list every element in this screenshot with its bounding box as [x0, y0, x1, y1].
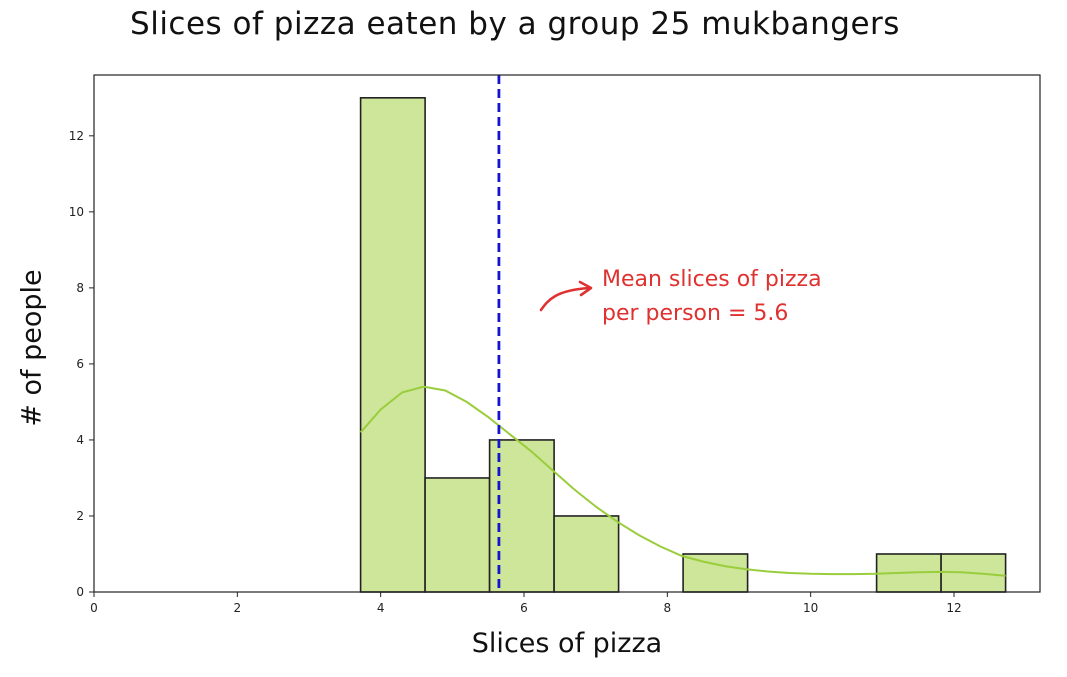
y-tick-label: 8 [76, 281, 84, 295]
annotation-line-2: per person = 5.6 [602, 301, 789, 326]
annotation-arrow-layer [539, 280, 593, 312]
axes-layer: 0 2 4 6 8 10 12 0 2 4 6 8 10 12 [69, 74, 1041, 615]
histogram-bar-0 [359, 97, 426, 593]
kde-layer [359, 385, 1006, 577]
x-tick-label: 2 [234, 601, 242, 615]
bars-layer [359, 97, 1007, 593]
y-tick-label: 10 [69, 205, 84, 219]
annotation-line-1: Mean slices of pizza [602, 267, 822, 292]
annotation-arrow-head [578, 280, 593, 297]
x-tick-label: 4 [377, 601, 385, 615]
y-tick-label: 12 [69, 129, 84, 143]
kde-curve [359, 385, 1006, 577]
y-tick-label: 0 [76, 585, 84, 599]
x-tick-label: 10 [803, 601, 818, 615]
chart-title: Slices of pizza eaten by a group 25 mukb… [130, 6, 900, 42]
x-tick-label: 6 [520, 601, 528, 615]
annotation-arrow-shaft [539, 286, 592, 312]
plot-frame [93, 74, 1041, 593]
histogram-bar-3 [553, 515, 620, 593]
y-tick-label: 2 [76, 509, 84, 523]
x-tick-label: 0 [90, 601, 98, 615]
x-tick-label: 12 [946, 601, 961, 615]
mean-annotation: Mean slices of pizza per person = 5.6 [602, 263, 822, 331]
y-tick-label: 4 [76, 433, 84, 447]
histogram-bar-2 [488, 439, 555, 593]
x-axis-label: Slices of pizza [471, 628, 663, 659]
y-axis-label: # of people [16, 269, 48, 427]
y-tick-label: 6 [76, 357, 84, 371]
histogram-bar-1 [424, 477, 491, 593]
x-tick-label: 8 [664, 601, 672, 615]
histogram-bar-5 [682, 553, 749, 593]
